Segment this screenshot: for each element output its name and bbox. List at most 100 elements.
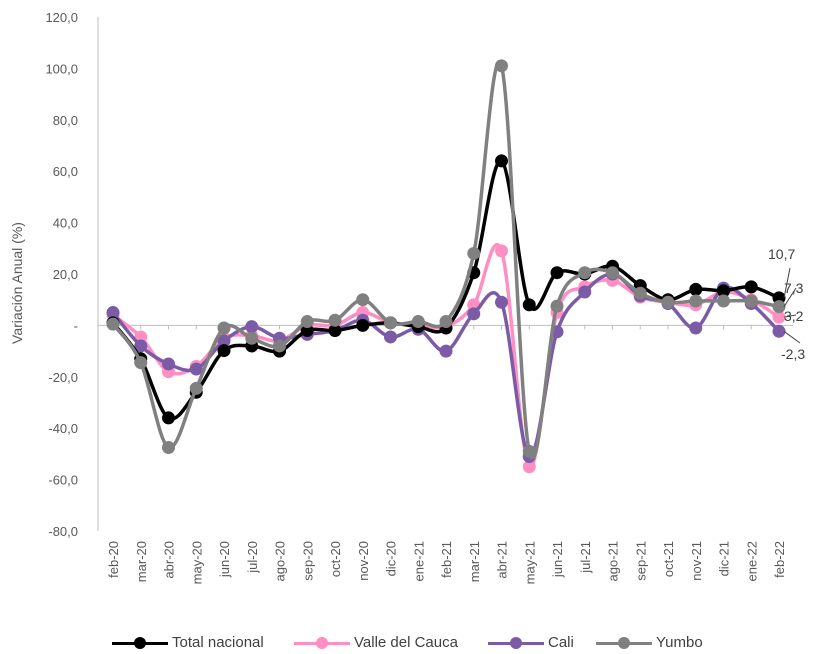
y-tick-label: 60,0 (53, 164, 78, 179)
series-yumbo (106, 59, 786, 460)
data-point (522, 460, 536, 474)
data-point (328, 313, 342, 327)
data-point (550, 299, 564, 313)
data-point (606, 266, 619, 280)
data-point (439, 315, 453, 329)
data-point (495, 154, 508, 168)
data-point (522, 444, 536, 458)
data-point (717, 294, 730, 308)
data-point (300, 315, 314, 329)
y-tick-label: 120,0 (45, 10, 78, 25)
leader-line (783, 287, 797, 307)
legend: Total nacional Valle del Cauca Cali Yumb… (0, 634, 835, 654)
y-tick-label: - (74, 318, 78, 333)
legend-swatch (488, 636, 544, 650)
data-point (217, 334, 231, 348)
x-tick-label: jul-21 (578, 541, 593, 574)
data-point (689, 294, 703, 308)
data-point (328, 324, 342, 338)
series-line (111, 159, 780, 421)
data-point (134, 339, 148, 353)
data-point (467, 307, 481, 321)
x-tick-label: nov-20 (356, 541, 371, 581)
data-point (356, 318, 370, 332)
y-tick-label: -60,0 (48, 473, 78, 488)
series-cali (106, 267, 786, 463)
data-point (495, 59, 508, 73)
data-point (689, 282, 703, 296)
x-tick-label: abr-20 (162, 541, 177, 579)
data-point (550, 266, 564, 280)
data-point (772, 300, 786, 314)
legend-label: Valle del Cauca (354, 634, 458, 651)
data-point (106, 317, 120, 331)
data-point (134, 356, 148, 370)
x-tick-label: nov-21 (689, 541, 704, 581)
y-tick-label: 80,0 (53, 113, 78, 128)
data-point (744, 280, 758, 294)
data-point (717, 284, 730, 298)
legend-label: Cali (548, 634, 574, 651)
data-point (162, 440, 175, 454)
legend-swatch (294, 636, 350, 650)
series-line (111, 60, 780, 460)
end-value-label: 7,3 (784, 280, 804, 296)
data-point (162, 411, 175, 425)
x-tick-label: ene-21 (411, 541, 426, 581)
x-tick-label: may-20 (189, 541, 204, 584)
x-axis: feb-20 mar-20 abr-20 may-20 jun-20 jul-20 ago-… (98, 324, 793, 584)
data-point (106, 306, 120, 320)
series-total-nacional (106, 154, 786, 425)
leader-line (783, 314, 797, 318)
x-tick-label: oct-20 (328, 541, 343, 577)
x-tick-label: abr-21 (495, 541, 510, 579)
data-point (633, 286, 647, 300)
data-point (384, 330, 397, 344)
y-axis: 120,0 100,0 80,0 60,0 40,0 20,0 - -20,0 -40,0 -60… (45, 10, 99, 539)
data-point (217, 321, 231, 335)
data-point (300, 324, 314, 338)
legend-label: Yumbo (656, 634, 703, 651)
end-value-label: -2,3 (781, 346, 805, 362)
x-tick-label: feb-20 (106, 541, 121, 578)
data-point (578, 266, 592, 280)
leader-line (783, 267, 791, 298)
data-point (578, 285, 592, 299)
data-point (384, 316, 397, 330)
x-tick-label: sep-21 (633, 541, 648, 581)
legend-swatch (112, 636, 168, 650)
y-tick-label: -40,0 (48, 421, 78, 436)
x-tick-label: dic-20 (384, 541, 399, 576)
data-point (411, 315, 425, 329)
x-tick-label: jun-20 (217, 541, 232, 578)
leader-line (783, 330, 801, 344)
x-tick-label: mar-20 (134, 541, 149, 582)
data-point (772, 324, 786, 338)
data-point (245, 331, 259, 345)
data-point (661, 295, 675, 309)
x-tick-label: jun-21 (550, 541, 565, 578)
data-point (217, 344, 231, 358)
y-tick-label: 40,0 (53, 216, 78, 231)
y-tick-label: -20,0 (48, 370, 78, 385)
x-tick-label: sep-20 (300, 541, 315, 581)
data-point (439, 344, 453, 358)
x-tick-label: feb-22 (772, 541, 787, 578)
y-tick-label: -80,0 (48, 524, 78, 539)
legend-item-valle-del-cauca: Valle del Cauca (294, 634, 458, 651)
legend-item-yumbo: Yumbo (596, 634, 703, 651)
data-point (189, 362, 203, 376)
data-point (189, 381, 203, 395)
data-point (356, 293, 370, 307)
x-tick-label: dic-21 (717, 541, 732, 576)
data-point (772, 310, 786, 324)
data-point (273, 339, 286, 353)
legend-swatch (596, 636, 652, 650)
x-tick-label: jul-20 (245, 541, 260, 574)
x-tick-label: ene-22 (744, 541, 759, 581)
y-tick-label: 20,0 (53, 267, 78, 282)
end-value-label: 10,7 (768, 246, 795, 262)
x-tick-label: ago-20 (273, 541, 288, 581)
series-group (106, 59, 786, 474)
